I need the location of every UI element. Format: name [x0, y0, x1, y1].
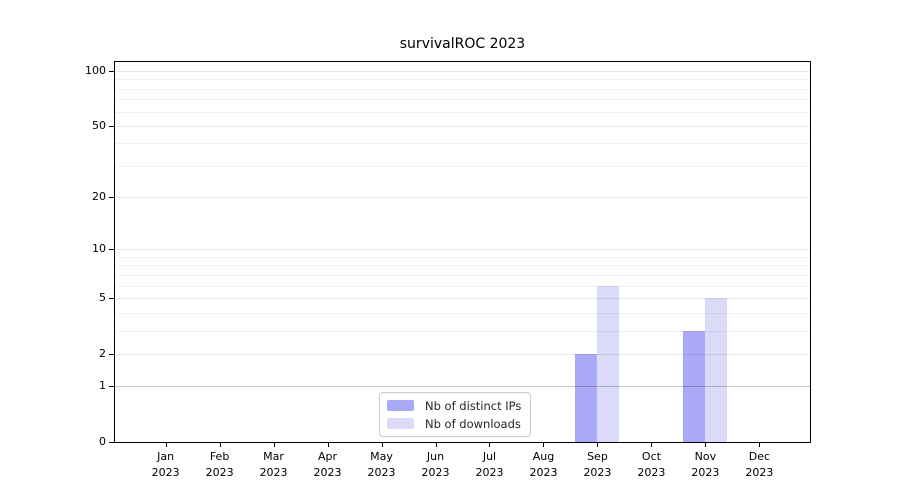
x-tick-oct: [651, 443, 653, 447]
x-tick-year: 2023: [367, 466, 396, 479]
x-tick-jul: [489, 443, 491, 447]
gridline-70: [115, 99, 810, 101]
legend-item-distinct-ips: Nb of distinct IPs: [387, 399, 521, 413]
gridline-9: [115, 256, 810, 258]
legend-swatch-distinct-ips: [387, 400, 414, 411]
gridline-100: [115, 71, 810, 73]
legend-item-downloads: Nb of downloads: [387, 417, 521, 431]
y-tick-2: [109, 353, 114, 355]
gridline-50: [115, 125, 810, 127]
legend-swatch-downloads: [387, 418, 414, 429]
x-tick-month: Jul: [482, 450, 497, 463]
x-tick-month: May: [370, 450, 393, 463]
x-tick-year: 2023: [421, 466, 450, 479]
y-tick-label-20: 20: [92, 190, 106, 204]
bar-nb-of-downloads-nov: [705, 297, 728, 442]
bar-nb-of-distinct-ips-nov: [683, 330, 706, 442]
y-tick-label-5: 5: [99, 290, 106, 304]
x-tick-label-aug: Aug 2023: [513, 449, 573, 481]
x-tick-month: Sep: [587, 450, 608, 463]
plot-area: [114, 61, 811, 443]
x-tick-label-feb: Feb 2023: [190, 449, 250, 481]
x-tick-label-dec: Dec 2023: [729, 449, 789, 481]
bar-nb-of-distinct-ips-sep: [575, 353, 598, 442]
x-tick-month: Oct: [641, 450, 661, 463]
x-tick-year: 2023: [691, 466, 720, 479]
y-tick-label-100: 100: [85, 64, 106, 78]
y-tick-5: [109, 297, 114, 299]
gridline-1: [115, 386, 810, 388]
y-tick-label-1: 1: [99, 379, 106, 393]
gridline-2: [115, 353, 810, 355]
legend: Nb of distinct IPs Nb of downloads: [379, 392, 532, 437]
x-tick-may: [381, 443, 383, 447]
gridline-10: [115, 249, 810, 251]
x-tick-label-may: May 2023: [352, 449, 412, 481]
x-tick-label-oct: Oct 2023: [621, 449, 681, 481]
x-tick-dec: [759, 443, 761, 447]
y-tick-50: [109, 125, 114, 127]
gridline-80: [115, 88, 810, 90]
x-tick-label-nov: Nov 2023: [675, 449, 735, 481]
x-tick-label-sep: Sep 2023: [567, 449, 627, 481]
y-tick-100: [109, 71, 114, 73]
x-tick-month: Mar: [263, 450, 284, 463]
gridline-4: [115, 312, 810, 314]
gridline-7: [115, 274, 810, 276]
gridline-5: [115, 297, 810, 299]
y-tick-10: [109, 249, 114, 251]
gridline-20: [115, 197, 810, 199]
gridline-60: [115, 111, 810, 113]
y-tick-label-2: 2: [99, 346, 106, 360]
legend-label-distinct-ips: Nb of distinct IPs: [425, 398, 522, 413]
x-tick-label-jan: Jan 2023: [136, 449, 196, 481]
y-tick-label-50: 50: [92, 118, 106, 132]
x-tick-month: Aug: [532, 450, 555, 463]
x-tick-month: Feb: [209, 450, 230, 463]
x-tick-year: 2023: [583, 466, 612, 479]
x-tick-label-jun: Jun 2023: [406, 449, 466, 481]
gridline-6: [115, 285, 810, 287]
x-tick-label-mar: Mar 2023: [244, 449, 304, 481]
chart-title: survivalROC 2023: [399, 36, 526, 52]
x-tick-sep: [597, 443, 599, 447]
x-tick-feb: [219, 443, 221, 447]
gridline-90: [115, 79, 810, 81]
gridline-3: [115, 330, 810, 332]
x-tick-month: Nov: [694, 450, 717, 463]
x-tick-year: 2023: [151, 466, 180, 479]
y-tick-label-0: 0: [99, 435, 106, 448]
y-tick-label-10: 10: [92, 242, 106, 256]
x-tick-year: 2023: [637, 466, 666, 479]
x-tick-mar: [273, 443, 275, 447]
x-tick-jun: [435, 443, 437, 447]
x-tick-label-apr: Apr 2023: [298, 449, 358, 481]
x-tick-year: 2023: [205, 466, 234, 479]
x-tick-year: 2023: [475, 466, 504, 479]
x-tick-jan: [165, 443, 167, 447]
gridline-8: [115, 265, 810, 267]
x-tick-aug: [543, 443, 545, 447]
x-tick-month: Jun: [426, 450, 445, 463]
x-tick-month: Apr: [318, 450, 338, 463]
y-tick-1: [109, 386, 114, 388]
x-tick-month: Dec: [748, 450, 771, 463]
x-tick-year: 2023: [259, 466, 288, 479]
x-tick-year: 2023: [313, 466, 342, 479]
x-tick-year: 2023: [529, 466, 558, 479]
x-tick-apr: [327, 443, 329, 447]
x-tick-year: 2023: [745, 466, 774, 479]
y-tick-20: [109, 197, 114, 199]
x-tick-label-jul: Jul 2023: [459, 449, 519, 481]
legend-label-downloads: Nb of downloads: [425, 416, 521, 431]
bar-nb-of-downloads-sep: [597, 285, 620, 442]
x-tick-nov: [705, 443, 707, 447]
y-tick-0: [109, 442, 114, 443]
gridline-30: [115, 165, 810, 167]
gridline-40: [115, 143, 810, 145]
x-tick-month: Jan: [157, 450, 175, 463]
